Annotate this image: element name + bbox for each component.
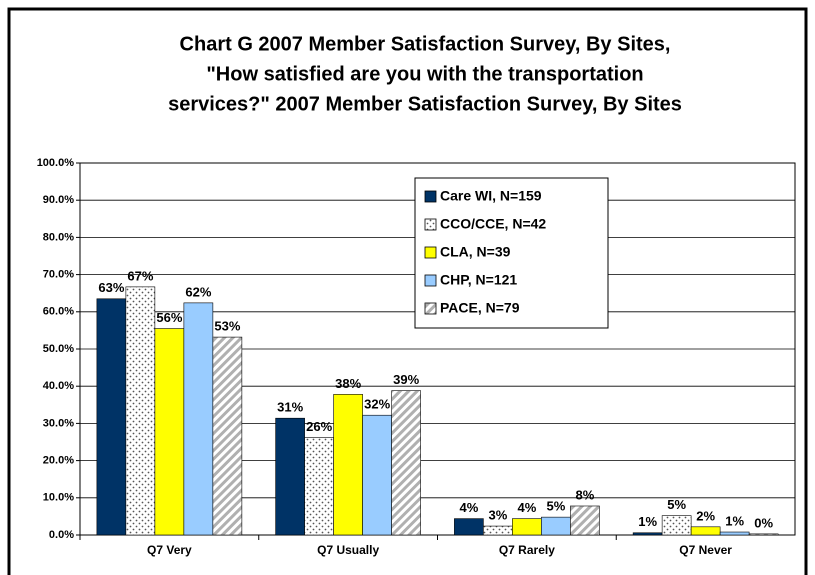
- bar: [183, 302, 214, 536]
- bar: [570, 505, 600, 536]
- data-label: 39%: [393, 372, 419, 387]
- data-label: 56%: [156, 310, 182, 325]
- y-tick-label: 0.0%: [49, 529, 74, 541]
- data-label: 38%: [335, 376, 361, 391]
- y-tick-label: 30.0%: [43, 417, 74, 429]
- legend-label: PACE, N=79: [440, 300, 520, 316]
- bar: [125, 286, 156, 536]
- x-tick-label: Q7 Never: [679, 543, 732, 557]
- data-label: 8%: [575, 487, 594, 502]
- x-tick-label: Q7 Very: [147, 543, 192, 557]
- data-label: 5%: [546, 499, 565, 514]
- bar: [212, 336, 243, 536]
- bar: [362, 414, 392, 536]
- y-tick-label: 50.0%: [43, 343, 74, 355]
- legend-swatch: [424, 246, 437, 259]
- legend-label: Care WI, N=159: [440, 188, 542, 204]
- data-label: 31%: [277, 400, 303, 415]
- data-label: 1%: [725, 513, 744, 528]
- data-label: 2%: [696, 508, 715, 523]
- data-label: 67%: [127, 268, 153, 283]
- x-tick-label: Q7 Usually: [317, 543, 379, 557]
- data-label: 62%: [185, 284, 211, 299]
- chart-title: services?" 2007 Member Satisfaction Surv…: [168, 93, 682, 115]
- bar: [154, 328, 185, 536]
- legend-label: CLA, N=39: [440, 244, 511, 260]
- bar: [748, 533, 779, 536]
- bar: [333, 394, 363, 536]
- x-tick-label: Q7 Rarely: [499, 543, 555, 557]
- legend-swatch: [424, 190, 437, 203]
- data-label: 63%: [98, 280, 124, 295]
- bar: [96, 298, 127, 536]
- bar: [391, 390, 421, 536]
- y-tick-label: 100.0%: [37, 157, 75, 169]
- y-tick-label: 20.0%: [43, 455, 74, 467]
- bar: [661, 515, 692, 536]
- chart-title: "How satisfied are you with the transpor…: [206, 63, 643, 85]
- data-label: 1%: [638, 514, 657, 529]
- bar: [690, 526, 721, 536]
- bar: [483, 525, 513, 536]
- legend-swatch: [424, 218, 437, 231]
- legend-label: CCO/CCE, N=42: [440, 216, 546, 232]
- y-tick-label: 40.0%: [43, 380, 74, 392]
- bar: [275, 417, 305, 536]
- bar: [454, 518, 484, 536]
- chart-title: Chart G 2007 Member Satisfaction Survey,…: [180, 33, 671, 55]
- data-label: 32%: [364, 397, 390, 412]
- data-label: 4%: [517, 500, 536, 515]
- data-label: 26%: [306, 419, 332, 434]
- y-tick-label: 90.0%: [43, 194, 74, 206]
- bar: [304, 437, 334, 536]
- data-label: 0%: [754, 515, 773, 530]
- data-label: 53%: [214, 319, 240, 334]
- legend-label: CHP, N=121: [440, 272, 517, 288]
- y-tick-label: 60.0%: [43, 306, 74, 318]
- y-tick-label: 10.0%: [43, 492, 74, 504]
- bar: [719, 531, 750, 536]
- legend-box: [414, 177, 609, 329]
- legend-swatch: [424, 302, 437, 315]
- legend-swatch: [424, 274, 437, 287]
- data-label: 4%: [459, 500, 478, 515]
- bar: [541, 516, 571, 536]
- bar: [632, 532, 663, 536]
- bar: [512, 518, 542, 536]
- y-tick-label: 80.0%: [43, 231, 74, 243]
- data-label: 3%: [488, 508, 507, 523]
- y-tick-label: 70.0%: [43, 269, 74, 281]
- data-label: 5%: [667, 497, 686, 512]
